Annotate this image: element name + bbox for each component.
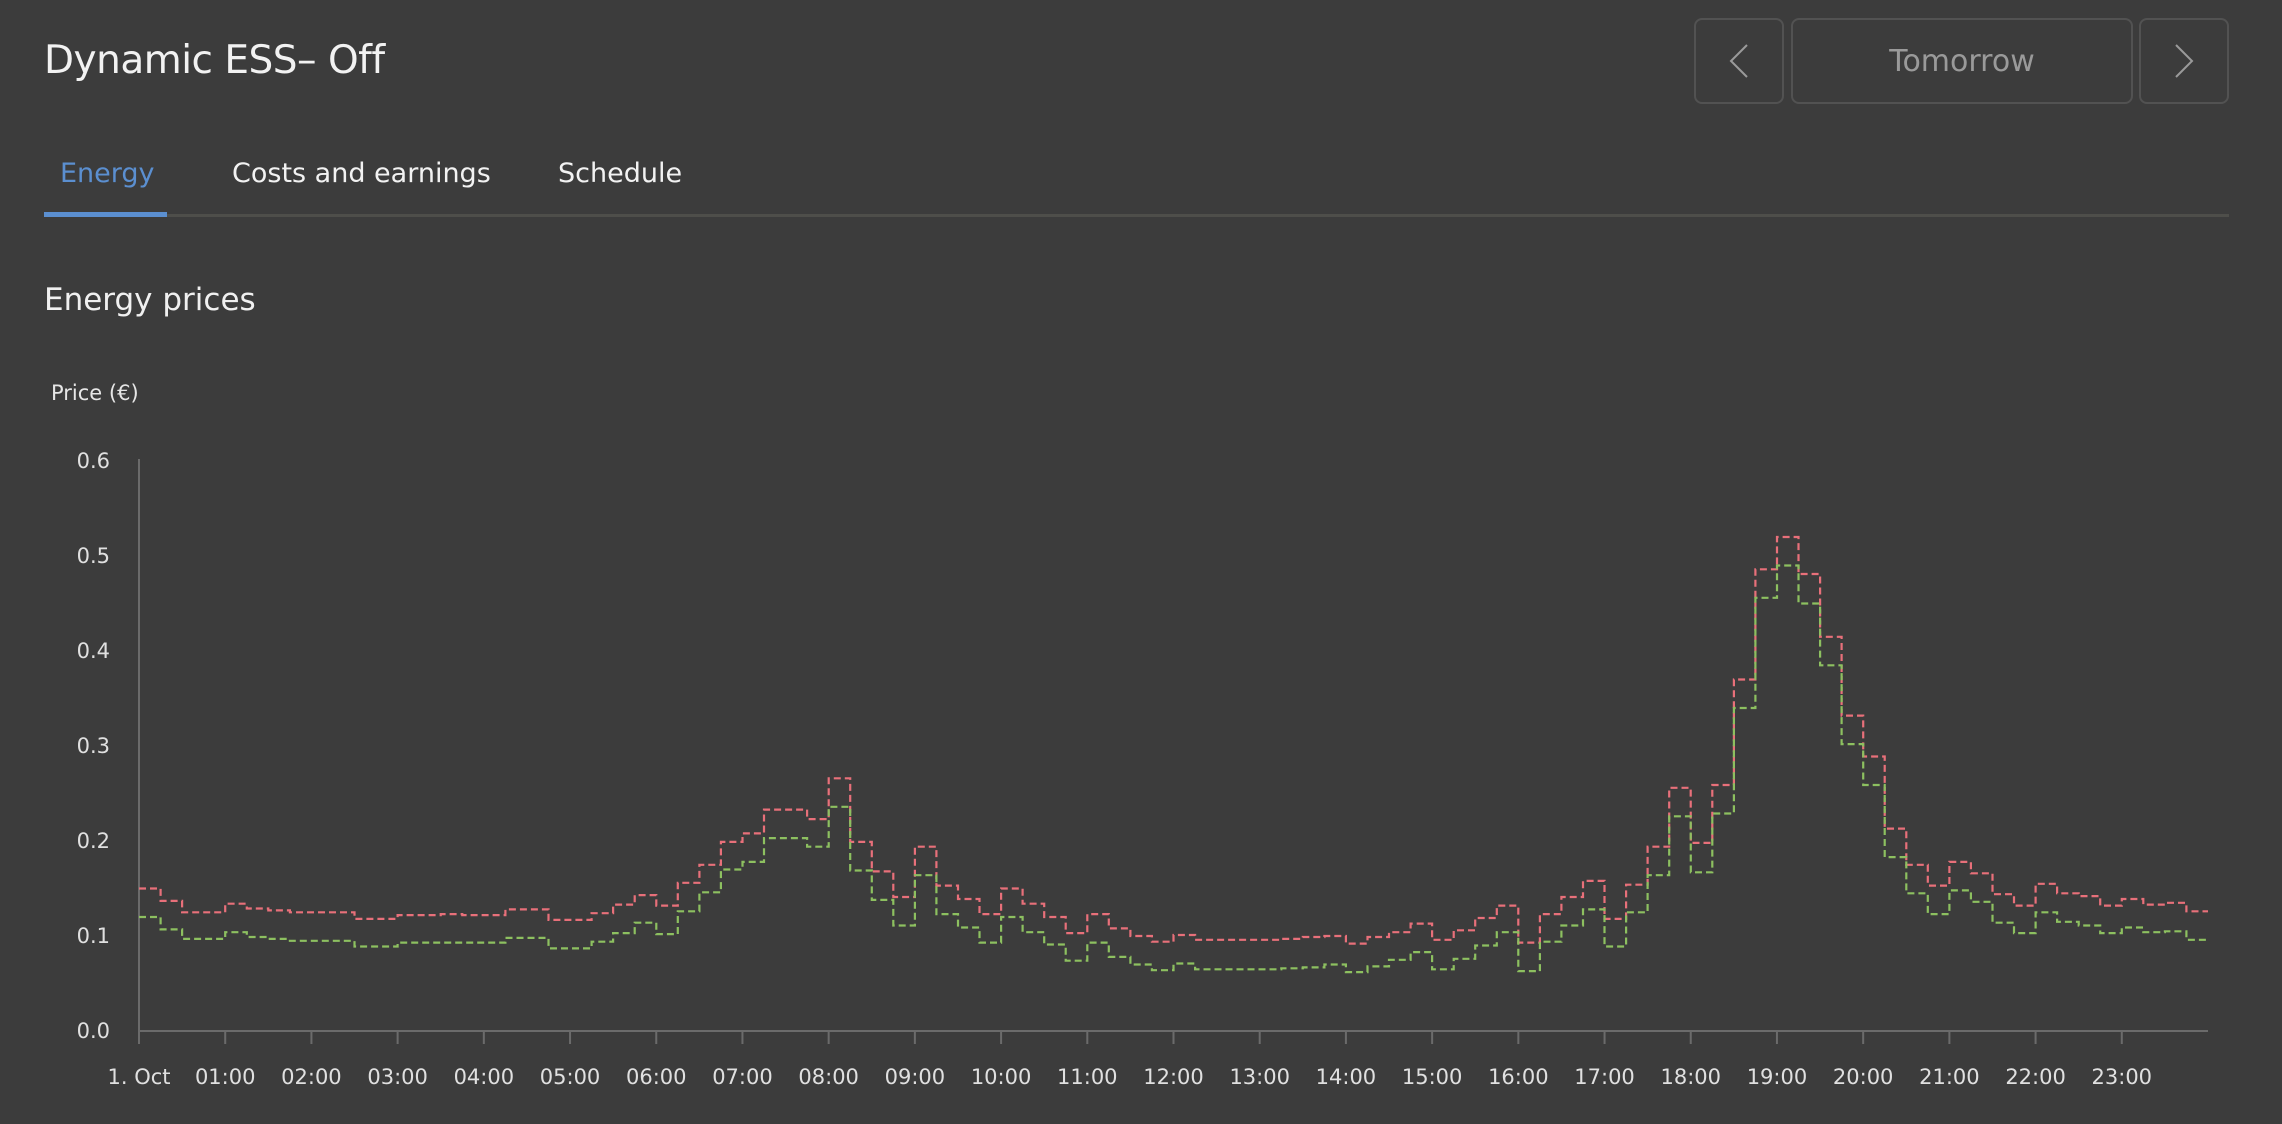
series-line-sell [139,564,2208,974]
tab-costs-and-earnings[interactable]: Costs and earnings [232,158,491,189]
y-tick-label: 0.2 [77,829,110,853]
x-tick-label: 13:00 [1229,1065,1290,1089]
x-tick-label: 18:00 [1660,1065,1721,1089]
x-tick-label: 1. Oct [107,1065,170,1089]
x-tick-label: 23:00 [2092,1065,2153,1089]
y-axis-label: Price (€) [51,381,139,405]
x-tick-label: 17:00 [1574,1065,1635,1089]
y-tick-label: 0.0 [77,1019,110,1043]
x-tick-label: 04:00 [454,1065,515,1089]
tab-schedule[interactable]: Schedule [558,158,683,189]
x-tick-label: 06:00 [626,1065,687,1089]
x-tick-label: 12:00 [1143,1065,1204,1089]
x-tick-label: 07:00 [712,1065,773,1089]
x-tick-label: 02:00 [281,1065,342,1089]
y-tick-label: 0.5 [77,544,110,568]
x-tick-label: 15:00 [1402,1065,1463,1089]
x-tick-label: 19:00 [1747,1065,1808,1089]
x-tick-label: 21:00 [1919,1065,1980,1089]
next-day-button[interactable] [2139,18,2229,104]
date-selector-button[interactable]: Tomorrow [1791,18,2133,104]
chevron-right-icon [2175,44,2194,78]
y-tick-label: 0.6 [77,449,110,473]
page-title: Dynamic ESS– Off [44,38,385,83]
chevron-left-icon [1729,44,1748,78]
x-tick-label: 11:00 [1057,1065,1118,1089]
y-tick-label: 0.4 [77,639,110,663]
section-title: Energy prices [44,282,256,318]
x-tick-label: 10:00 [971,1065,1032,1089]
tab-bar: Energy Costs and earnings Schedule [44,150,2229,217]
x-tick-label: 16:00 [1488,1065,1549,1089]
previous-day-button[interactable] [1694,18,1784,104]
x-tick-label: 09:00 [885,1065,946,1089]
series-line-buy [139,535,2208,945]
y-tick-label: 0.1 [77,924,110,948]
x-tick-label: 14:00 [1316,1065,1377,1089]
x-tick-label: 03:00 [367,1065,428,1089]
y-tick-label: 0.3 [77,734,110,758]
x-tick-label: 05:00 [540,1065,601,1089]
x-tick-label: 08:00 [798,1065,859,1089]
x-tick-label: 01:00 [195,1065,256,1089]
active-tab-indicator [44,212,167,217]
tab-energy[interactable]: Energy [60,158,155,189]
x-tick-label: 22:00 [2005,1065,2066,1089]
x-tick-label: 20:00 [1833,1065,1894,1089]
